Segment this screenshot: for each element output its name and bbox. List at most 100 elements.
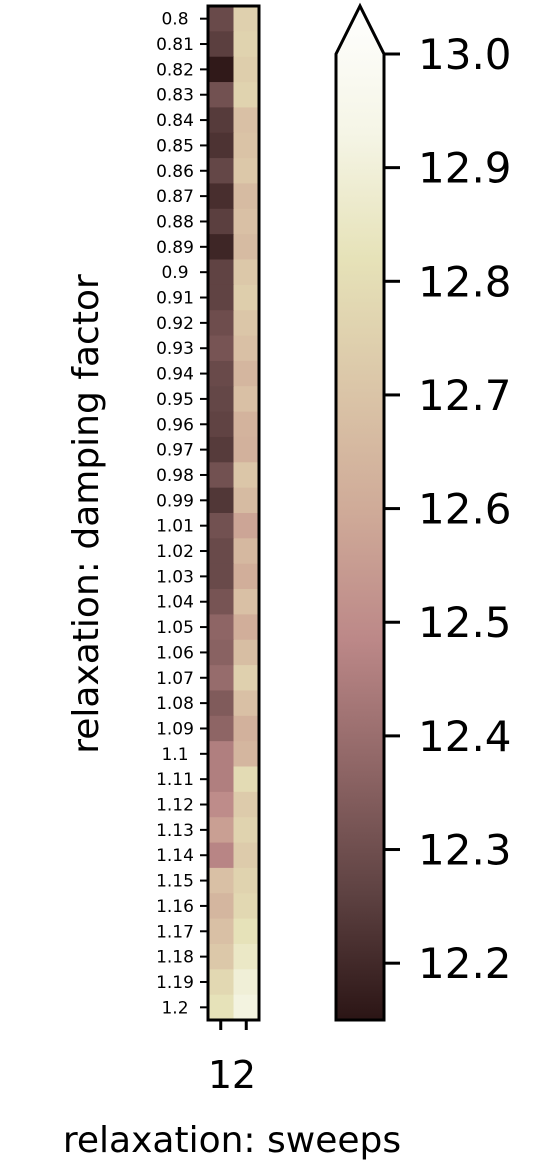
heatmap-cell [233,513,260,539]
heatmap-cell [208,741,234,767]
heatmap-cell [208,107,234,134]
heatmap-cell [233,690,260,717]
colorbar-tick-label: 12.6 [418,485,512,534]
heatmap-cell [233,386,260,413]
heatmap-cell [233,360,260,387]
heatmap-cell [233,614,260,641]
heatmap-cell [233,817,260,844]
y-tick-label: 0.99 [156,491,194,511]
heatmap-cell [208,842,234,869]
y-tick-label: 1.19 [156,973,194,993]
y-tick-label: 1.11 [156,770,194,790]
heatmap-cell [233,867,260,894]
y-tick-label: 0.83 [156,86,194,106]
y-tick-label: 1.12 [156,796,194,816]
heatmap-cell [208,563,234,590]
y-tick-label: 1.14 [156,846,194,866]
y-tick-label: 1.16 [156,897,194,917]
colorbar-fill [336,6,384,1020]
y-tick-label: 1.06 [156,643,194,663]
heatmap-cell [233,715,260,742]
heatmap-cell [233,234,260,260]
heatmap-cell [233,943,260,970]
heatmap-cell [208,513,234,539]
colorbar-tick-label: 12.4 [418,712,512,761]
y-tick-label: 1.04 [156,593,194,613]
heatmap-cell [233,842,260,869]
heatmap-cell [208,487,234,514]
y-tick-label: 0.87 [156,187,194,207]
heatmap-cell [233,6,260,32]
heatmap-cell [233,56,260,83]
x-axis-label: relaxation: sweeps [63,1120,401,1161]
y-tick-label: 0.94 [156,365,194,385]
x-tick-label: 1 [208,1053,232,1097]
heatmap-cell [233,969,260,996]
heatmap-cell [233,107,260,134]
heatmap-cell [208,360,234,387]
heatmap-cell [208,335,234,362]
y-tick-label: 1.15 [156,872,194,892]
heatmap-cell [233,183,260,210]
heatmap-cell [233,487,260,514]
heatmap-cell [208,158,234,184]
heatmap-cell [208,411,234,438]
heatmap-cell [208,715,234,742]
y-tick-label: 1.13 [156,821,194,841]
x-tick-label: 2 [232,1053,256,1097]
heatmap-cell [233,208,260,235]
heatmap-cell [208,614,234,641]
heatmap-cell [233,132,260,159]
y-tick-label: 1.1 [161,745,188,765]
colorbar-tick-label: 13.0 [418,30,512,79]
y-tick-label: 0.98 [156,466,194,486]
y-tick-label: 1.03 [156,567,194,587]
y-tick-label: 0.86 [156,162,194,182]
heatmap-cell [208,31,234,58]
y-axis-ticks: 0.8 0.81 0.82 0.83 0.84 0.85 0.86 0.87 0.88 0.89 0… [156,10,208,1018]
heatmap-cell [208,994,234,1021]
heatmap-cell [208,82,234,108]
heatmap-cells [208,6,260,1021]
heatmap-cell [233,791,260,818]
y-tick-label: 0.85 [156,136,194,156]
heatmap-cell [208,969,234,996]
y-tick-label: 0.91 [156,289,194,309]
heatmap-cell [208,183,234,210]
heatmap-cell [208,56,234,83]
heatmap-cell [233,766,260,793]
y-axis-label: relaxation: damping factor [66,274,107,754]
heatmap-cell [208,538,234,565]
heatmap-cell [233,259,260,286]
y-tick-label: 0.82 [156,60,194,80]
heatmap-cell [233,639,260,666]
heatmap-cell [233,563,260,590]
heatmap-cell [208,310,234,337]
colorbar-tick-label: 12.7 [418,371,512,420]
colorbar-tick-label: 12.8 [418,257,512,306]
heatmap-cell [233,994,260,1021]
y-tick-label: 1.07 [156,669,194,689]
heatmap-cell [208,6,234,32]
heatmap-cell [233,158,260,184]
heatmap-cell [208,918,234,945]
heatmap-cell [233,893,260,920]
heatmap-cell [208,791,234,818]
colorbar: 12.2 12.3 12.4 12.5 12.6 12.7 12.8 12.9 13.0 [334,2,512,1022]
heatmap-cell [233,335,260,362]
y-tick-label: 1.09 [156,719,194,739]
colorbar-tick-label: 12.5 [418,598,512,647]
heatmap-cell [208,589,234,615]
heatmap-cell [233,589,260,615]
heatmap-cell [233,741,260,767]
heatmap-cell [208,234,234,260]
y-tick-label: 1.17 [156,922,194,942]
heatmap-cell [208,132,234,159]
heatmap-cell [233,31,260,58]
heatmap-cell [233,436,260,463]
heatmap-cell [208,690,234,717]
heatmap-cell [233,82,260,108]
y-tick-label: 0.88 [156,212,194,232]
